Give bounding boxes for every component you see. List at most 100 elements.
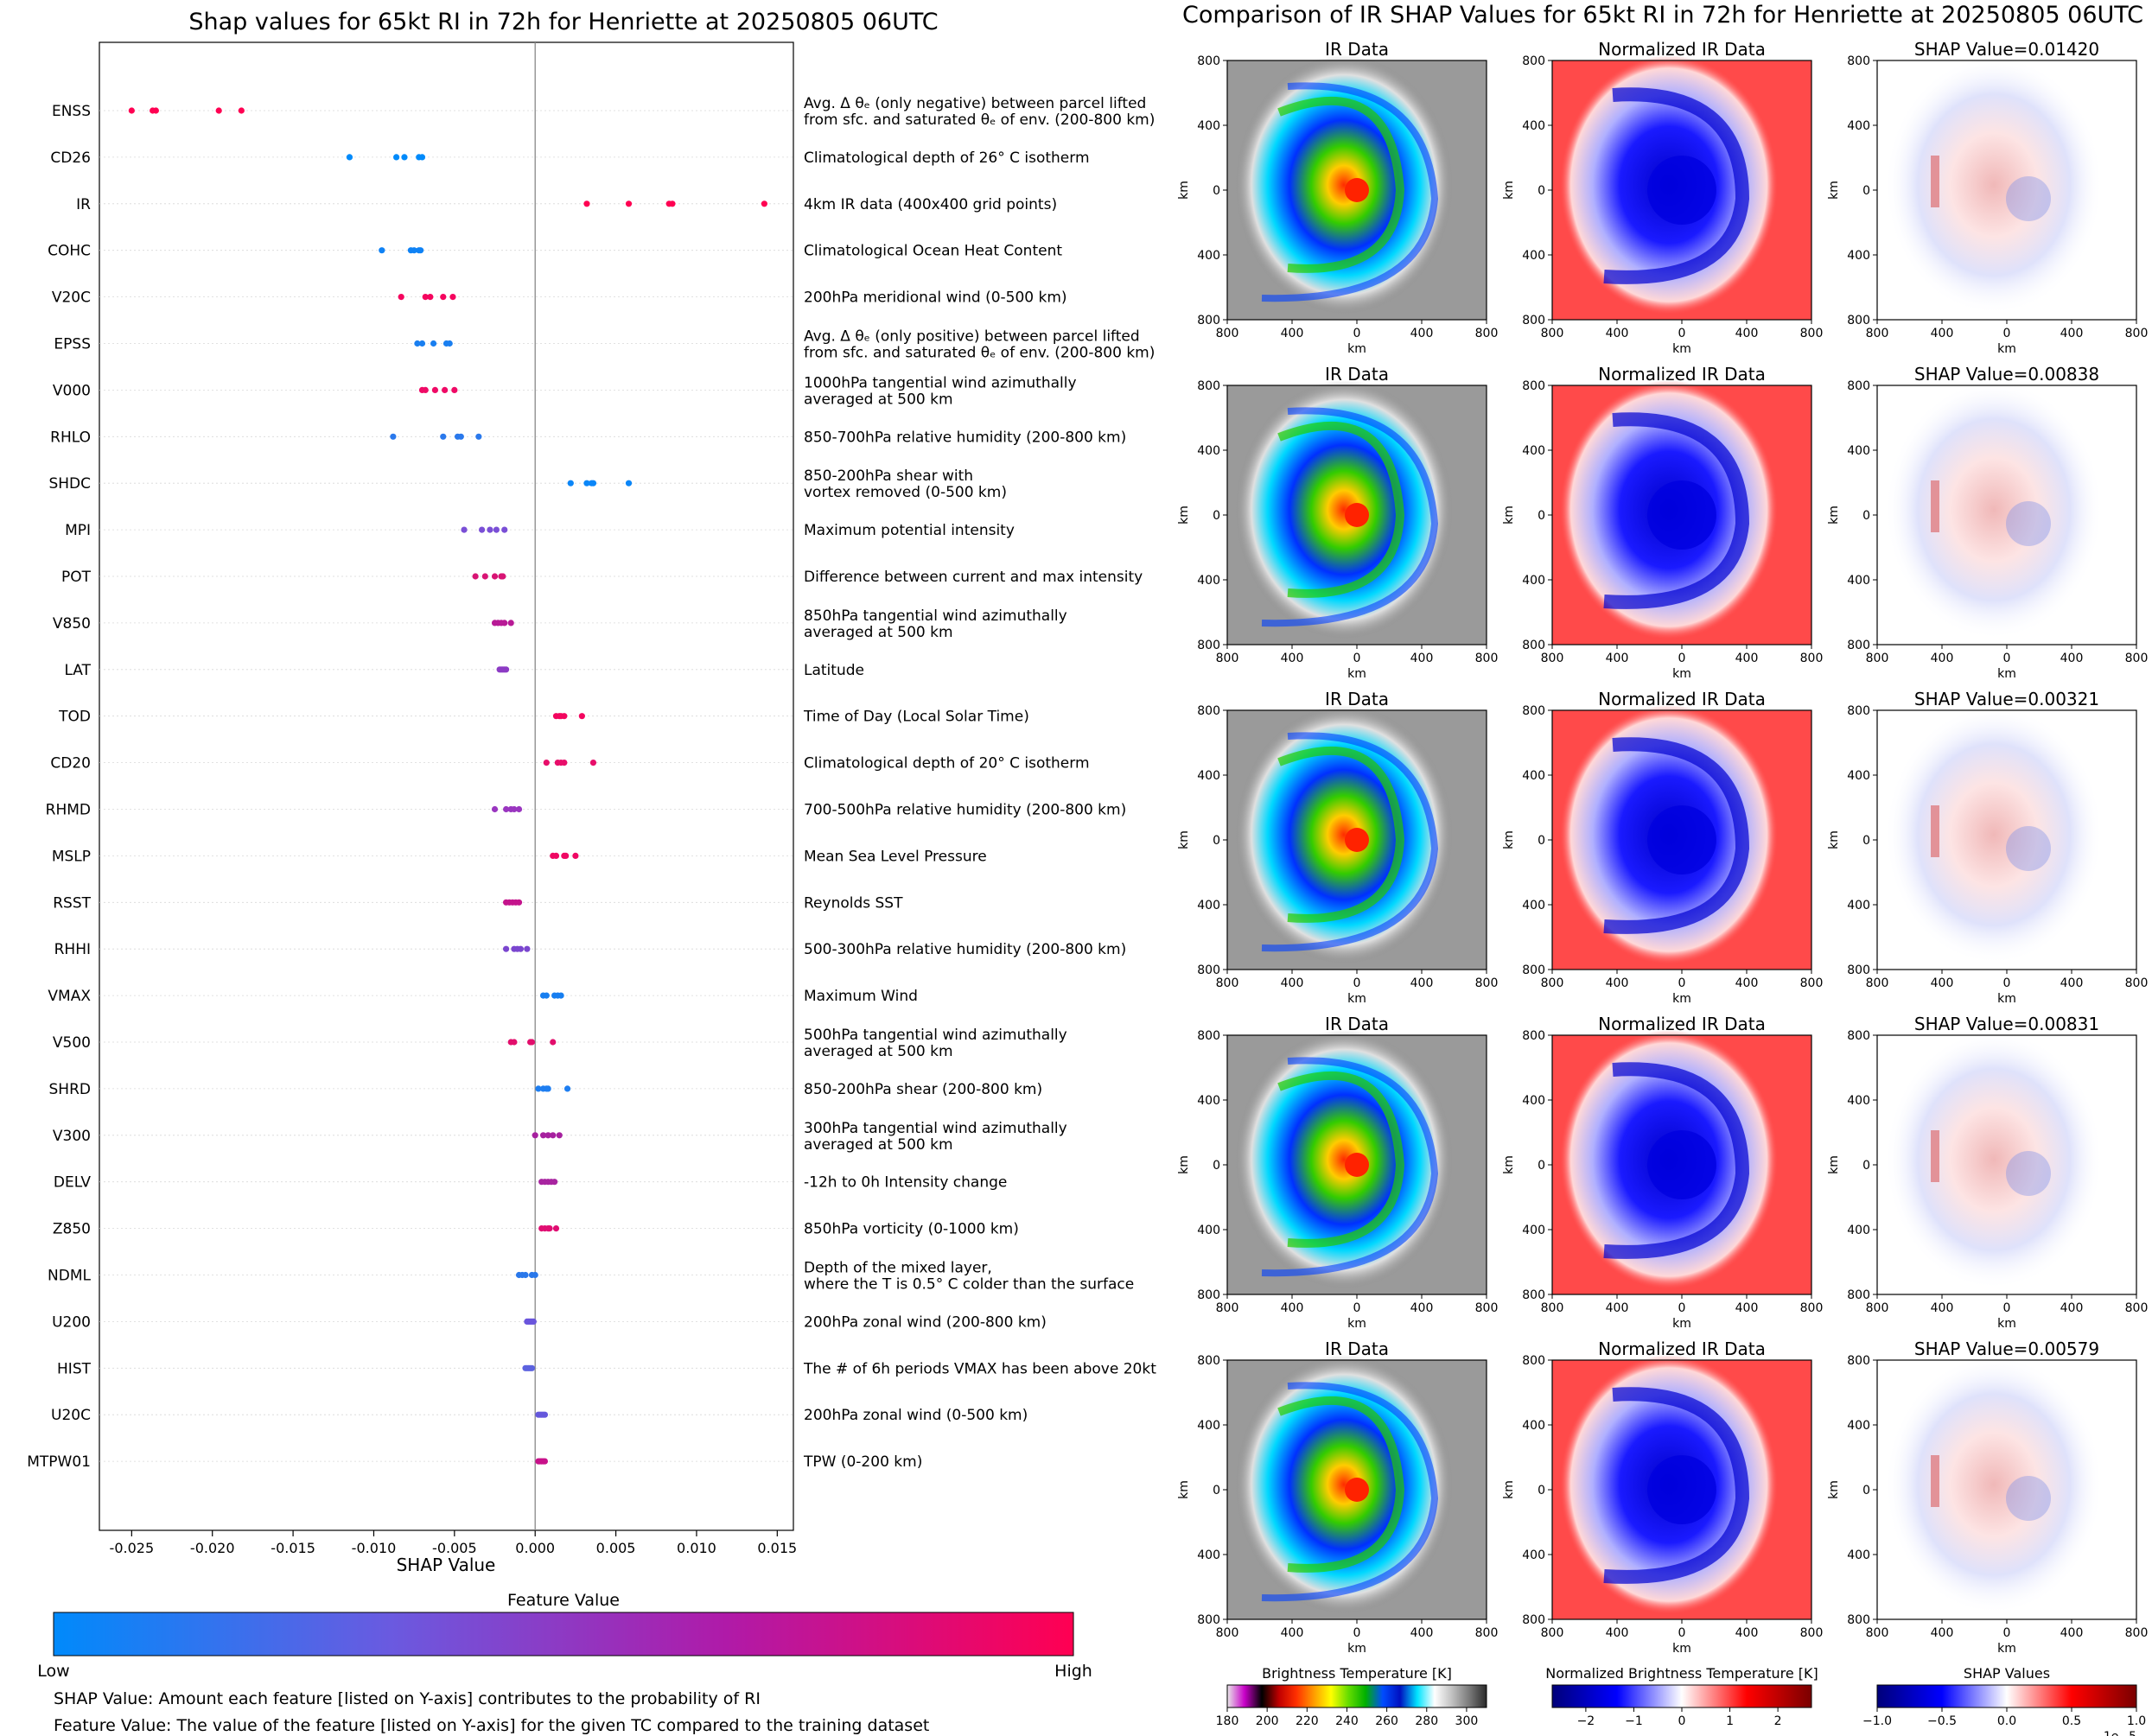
- panel-x-tick-label: 400: [1281, 1626, 1304, 1640]
- shap-point: [431, 386, 439, 393]
- panel-x-tick-label: 0: [1353, 327, 1361, 340]
- panel-x-label: km: [1672, 1642, 1691, 1656]
- panel-x-tick-label: 0: [1678, 976, 1686, 990]
- shap-point: [440, 433, 447, 440]
- colorbar-shap: SHAP Values −1.0 −0.5 0.0 0.5 1.0 1e−5: [1862, 1665, 2146, 1736]
- colorbar-bar: [1551, 1684, 1812, 1708]
- feature-label: V500: [53, 1034, 91, 1052]
- shap-point: [532, 1132, 538, 1139]
- panel-y-label: km: [1502, 181, 1516, 200]
- rainband: [1277, 96, 1405, 273]
- panel-x-label: km: [1997, 667, 2016, 681]
- feature-row-rhhi: RHHI 500-300hPa relative humidity (200-80…: [54, 941, 1127, 958]
- shap-point: [449, 294, 456, 301]
- panel-x-tick-label: 400: [1735, 327, 1759, 340]
- panel-x-tick-label: 0: [1678, 1301, 1686, 1315]
- panel-x-label: km: [1672, 1317, 1691, 1331]
- shap-point: [625, 200, 633, 207]
- shap-point: [491, 805, 499, 813]
- panel-x-tick-label: 400: [1931, 976, 1954, 990]
- panel-x-label: km: [1347, 342, 1366, 356]
- panel-x-tick-label: 800: [2125, 327, 2149, 340]
- shap-point: [761, 200, 767, 207]
- rainband: [1277, 746, 1405, 923]
- feature-row-v500: V500 500hPa tangential wind azimuthallyav…: [53, 1027, 1067, 1060]
- feature-label: NDML: [48, 1268, 91, 1285]
- colorbar-tick-label: 260: [1375, 1714, 1398, 1728]
- shap-point: [401, 154, 408, 161]
- feature-row-hist: HIST The # of 6h periods VMAX has been ab…: [57, 1360, 1156, 1377]
- panel-x-label: km: [1672, 342, 1691, 356]
- feature-row-delv: DELV -12h to 0h Intensity change: [54, 1174, 1007, 1192]
- panel-x-label: km: [1997, 1317, 2016, 1331]
- shap-point: [451, 386, 458, 393]
- rainband: [1277, 1071, 1405, 1248]
- feature-label: HIST: [57, 1360, 92, 1377]
- panel-title: Normalized IR Data: [1598, 1339, 1766, 1359]
- panel-x-label: km: [1997, 342, 2016, 356]
- rainband: [1603, 737, 1750, 934]
- feature-label: V000: [53, 382, 91, 399]
- panel-x-label: km: [1347, 1642, 1366, 1656]
- panel-y-tick-label: 400: [1197, 1419, 1220, 1433]
- shap-point: [544, 1085, 551, 1092]
- feature-label: COHC: [48, 243, 91, 260]
- shap-point: [669, 200, 676, 207]
- colorbar-bar: [1226, 1684, 1487, 1708]
- panel-y-tick-label: 800: [1847, 1354, 1870, 1368]
- panel-y-tick-label: 800: [1522, 639, 1545, 652]
- panel-y-tick-label: 400: [1197, 249, 1220, 263]
- feature-description: where the T is 0.5° C colder than the su…: [804, 1276, 1134, 1294]
- panel-y-tick-label: 400: [1197, 574, 1220, 588]
- panel-y-tick-label: 800: [1197, 963, 1220, 977]
- shap-coldspot: [2006, 501, 2051, 546]
- panel-y-tick-label: 400: [1847, 444, 1870, 458]
- feature-label: U20C: [51, 1407, 91, 1424]
- shap-point: [393, 154, 400, 161]
- feature-description: Climatological depth of 20° C isotherm: [804, 755, 1090, 773]
- feature-label: LAT: [64, 662, 91, 679]
- panel-y-label: km: [1177, 1155, 1191, 1174]
- ir-panel-grid: IR Data80080040040000400400800800kmkmNor…: [1177, 39, 2148, 1656]
- panel-y-tick-label: 0: [1538, 509, 1545, 523]
- storm-core: [1345, 828, 1369, 852]
- panel-x-tick-label: 800: [1216, 1626, 1239, 1640]
- panel-y-tick-label: 0: [1538, 184, 1545, 198]
- shap-feature-rows: ENSS Avg. Δ θₑ (only negative) between pa…: [27, 42, 1156, 1530]
- colorbar-tick-label: 280: [1415, 1714, 1438, 1728]
- shap-point: [530, 1318, 537, 1325]
- panel-x-tick-label: 400: [1931, 327, 1954, 340]
- panel-y-tick-label: 800: [1197, 704, 1220, 718]
- panel-x-tick-label: 0: [2003, 1626, 2011, 1640]
- feature-row-u200: U200 200hPa zonal wind (200-800 km): [52, 1313, 1047, 1331]
- colorbar-tick-label: 1.0: [2127, 1714, 2146, 1728]
- colorbar-tick-label: 1: [1726, 1714, 1734, 1728]
- shap-point: [457, 433, 464, 440]
- shap-point: [541, 1411, 549, 1418]
- storm-core: [1345, 178, 1369, 202]
- panel-y-tick-label: 0: [1213, 1484, 1220, 1498]
- feature-description: Depth of the mixed layer,: [804, 1260, 992, 1277]
- panel-y-tick-label: 400: [1197, 769, 1220, 783]
- panel-x-tick-label: 800: [1541, 976, 1564, 990]
- feature-label: RHMD: [46, 802, 91, 819]
- panel-y-tick-label: 800: [1847, 314, 1870, 327]
- shap-point: [446, 340, 453, 347]
- panel-y-tick-label: 800: [1522, 704, 1545, 718]
- panel-y-tick-label: 400: [1847, 249, 1870, 263]
- feature-label: MTPW01: [27, 1453, 91, 1471]
- feature-row-pot: POT Difference between current and max in…: [61, 569, 1143, 586]
- note-shap-value: SHAP Value: Amount each feature [listed …: [54, 1689, 761, 1708]
- feature-row-enss: ENSS Avg. Δ θₑ (only negative) between pa…: [52, 95, 1155, 129]
- colorbar-bar: [1876, 1684, 2137, 1708]
- shap-point: [557, 992, 564, 999]
- shap-coldspot: [2006, 1476, 2051, 1521]
- feature-label: U200: [52, 1313, 91, 1331]
- panel-y-label: km: [1502, 1480, 1516, 1499]
- panel-x-tick-label: 800: [1866, 1301, 1889, 1315]
- panel-x-label: km: [1997, 1642, 2016, 1656]
- ir-panel-r2-shap: SHAP Value=0.008388008004004000040040080…: [1827, 364, 2148, 681]
- panel-x-tick-label: 0: [2003, 1301, 2011, 1315]
